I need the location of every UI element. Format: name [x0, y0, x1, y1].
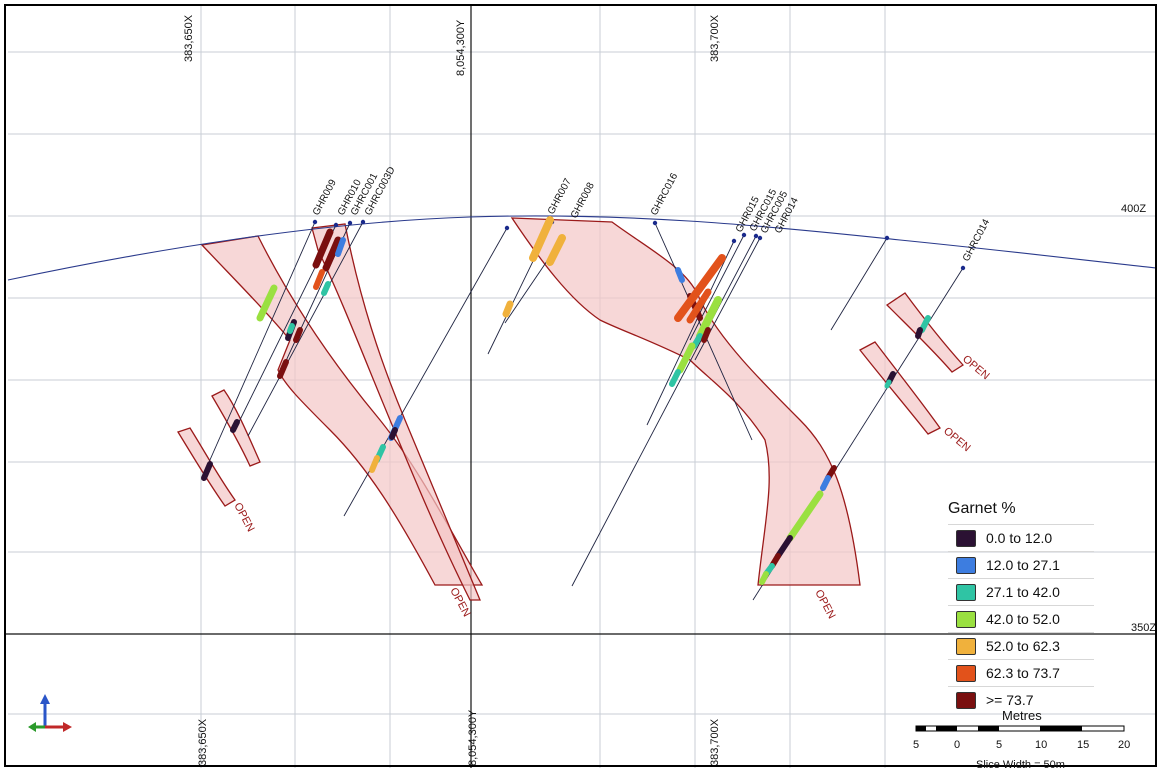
legend-label: 52.0 to 62.3: [986, 638, 1060, 654]
scale-tick: 20: [1118, 739, 1130, 751]
open-label-center: OPEN: [812, 588, 837, 621]
trace-ghr014: [689, 234, 745, 341]
scale-bar-graphic: [915, 725, 1125, 732]
zone-right-lower: [859, 341, 941, 435]
zone-right-upper: [885, 292, 964, 373]
legend-item: 27.1 to 42.0: [948, 578, 1094, 605]
view-frame: [4, 4, 1157, 767]
label-ghrc014: GHRC014: [961, 217, 993, 263]
zone-left-dyke: [311, 223, 481, 601]
legend-label: 42.0 to 52.0: [986, 611, 1060, 627]
legend-swatch: [956, 637, 976, 655]
legend-label: 27.1 to 42.0: [986, 584, 1060, 600]
legend-item: 12.0 to 27.1: [948, 551, 1094, 578]
legend-label: 0.0 to 12.0: [986, 530, 1053, 546]
drillhole-collars: [312, 219, 966, 271]
legend-label: 12.0 to 27.1: [986, 557, 1060, 573]
scale-tick: 10: [1035, 739, 1047, 751]
legend-item: 0.0 to 12.0: [948, 524, 1094, 551]
legend-title: Garnet %: [948, 500, 1016, 517]
drillhole-traces: [201, 221, 964, 601]
scale-tick: 5: [996, 739, 1002, 751]
scale-tick: 15: [1077, 739, 1089, 751]
legend-swatch: [956, 664, 976, 682]
garnet-zones: [177, 217, 964, 601]
legend-rows: 0.0 to 12.0 12.0 to 27.1 27.1 to 42.0 42…: [938, 524, 1094, 713]
trace-ghr009: [201, 221, 316, 479]
legend-swatch: [956, 610, 976, 628]
legend-label: >= 73.7: [986, 692, 1034, 708]
label-ghr008: GHR008: [569, 181, 597, 221]
legend-swatch: [956, 691, 976, 709]
scale-tick-labels: 5 0 5 10 15 20: [913, 739, 1130, 751]
trace-ghrc015: [571, 235, 757, 587]
legend-swatch: [956, 583, 976, 601]
easting-label-left-top: 383,650X: [183, 14, 195, 62]
orientation-axes-icon: [28, 694, 72, 732]
elevation-label-400: 400Z: [1121, 203, 1146, 215]
easting-label-right-bottom: 383,700X: [709, 718, 721, 766]
legend-item: 52.0 to 62.3: [948, 632, 1094, 659]
assay-intervals: [201, 216, 931, 585]
legend-swatch: [956, 529, 976, 547]
open-label-right-lower: OPEN: [941, 425, 973, 454]
open-label-right-upper: OPEN: [960, 353, 992, 382]
northing-label-top: 8,054,300Y: [455, 19, 467, 76]
label-ghr009: GHR009: [311, 178, 339, 218]
drillhole-labels: GHR009 GHR010 GHRC001 GHRC003D GHR007 GH…: [311, 165, 993, 263]
easting-label-right-top: 383,700X: [709, 14, 721, 62]
northing-label-bottom: 8,054,300Y: [467, 709, 479, 766]
trace-ghrc003d: [247, 221, 364, 437]
legend-item: >= 73.7: [948, 686, 1094, 713]
legend-swatch: [956, 556, 976, 574]
legend-item: 62.3 to 73.7: [948, 659, 1094, 686]
label-ghrc016: GHRC016: [649, 171, 681, 217]
trace-ghr015: [646, 240, 735, 426]
scale-tick: 0: [954, 739, 960, 751]
topographic-surface: [7, 215, 1157, 281]
trace-east: [830, 237, 888, 331]
scale-tick: 5: [913, 739, 919, 751]
legend-label: 62.3 to 73.7: [986, 665, 1060, 681]
scale-title: Metres: [1002, 708, 1042, 723]
slice-width-label: Slice Width = 50m: [976, 759, 1065, 771]
label-ghr007: GHR007: [546, 177, 574, 217]
easting-label-left-bottom: 383,650X: [197, 718, 209, 766]
elevation-label-350: 350Z: [1131, 622, 1156, 634]
legend-item: 42.0 to 52.0: [948, 605, 1094, 632]
open-label-left: OPEN: [231, 501, 256, 534]
zone-central: [510, 217, 861, 586]
garnet-legend: Garnet % 0.0 to 12.0 12.0 to 27.1 27.1 t…: [938, 500, 1094, 713]
